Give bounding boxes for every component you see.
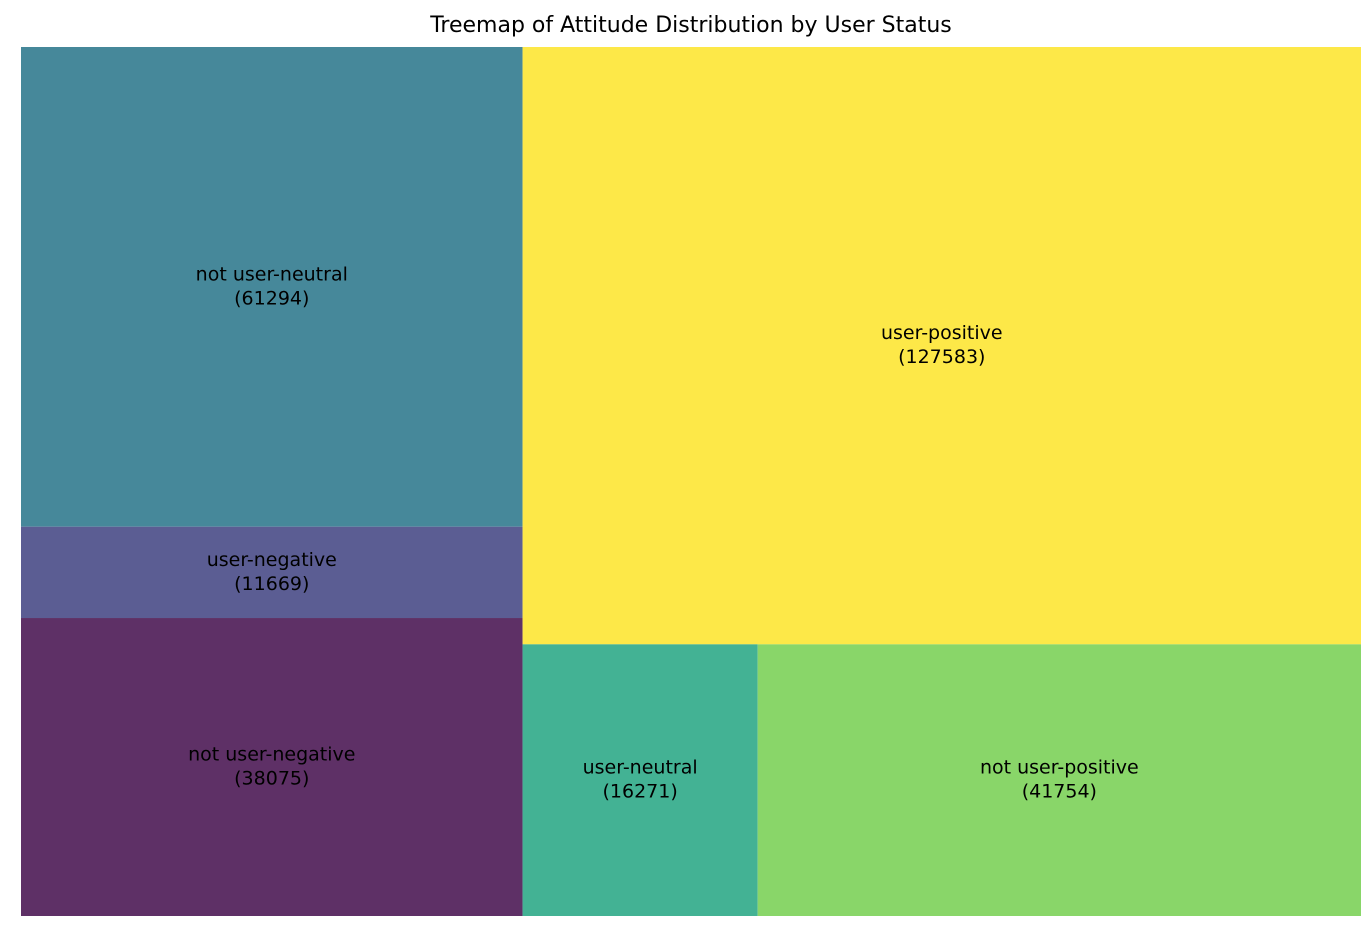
treemap-value-label: (61294) bbox=[234, 287, 309, 309]
treemap-rect-not-user-neutral bbox=[21, 47, 523, 527]
treemap-label: user-neutral bbox=[583, 757, 698, 779]
treemap-value-label: (16271) bbox=[602, 781, 677, 803]
treemap-rect-user-negative bbox=[21, 526, 523, 619]
treemap-label: user-negative bbox=[207, 549, 337, 571]
treemap-rect-user-positive bbox=[522, 47, 1361, 645]
treemap-label: not user-negative bbox=[188, 744, 355, 766]
treemap-rect-user-neutral bbox=[522, 644, 758, 916]
treemap-tile-user-neutral: user-neutral(16271) bbox=[522, 644, 758, 916]
treemap-rect-not-user-negative bbox=[21, 618, 523, 916]
treemap-tile-not-user-neutral: not user-neutral(61294) bbox=[21, 47, 523, 527]
treemap-label: not user-positive bbox=[980, 757, 1139, 779]
treemap-label: user-positive bbox=[881, 322, 1003, 344]
treemap-value-label: (41754) bbox=[1022, 781, 1097, 803]
treemap-rect-not-user-positive bbox=[757, 644, 1361, 916]
treemap-value-label: (127583) bbox=[898, 346, 985, 368]
chart-title: Treemap of Attitude Distribution by User… bbox=[430, 13, 952, 38]
treemap-value-label: (11669) bbox=[234, 573, 309, 595]
treemap-tile-not-user-positive: not user-positive(41754) bbox=[757, 644, 1361, 916]
treemap-tile-user-positive: user-positive(127583) bbox=[522, 47, 1361, 645]
treemap-value-label: (38075) bbox=[234, 768, 309, 790]
treemap-tile-not-user-negative: not user-negative(38075) bbox=[21, 618, 523, 916]
treemap-tile-user-negative: user-negative(11669) bbox=[21, 526, 523, 619]
treemap-label: not user-neutral bbox=[196, 263, 348, 285]
